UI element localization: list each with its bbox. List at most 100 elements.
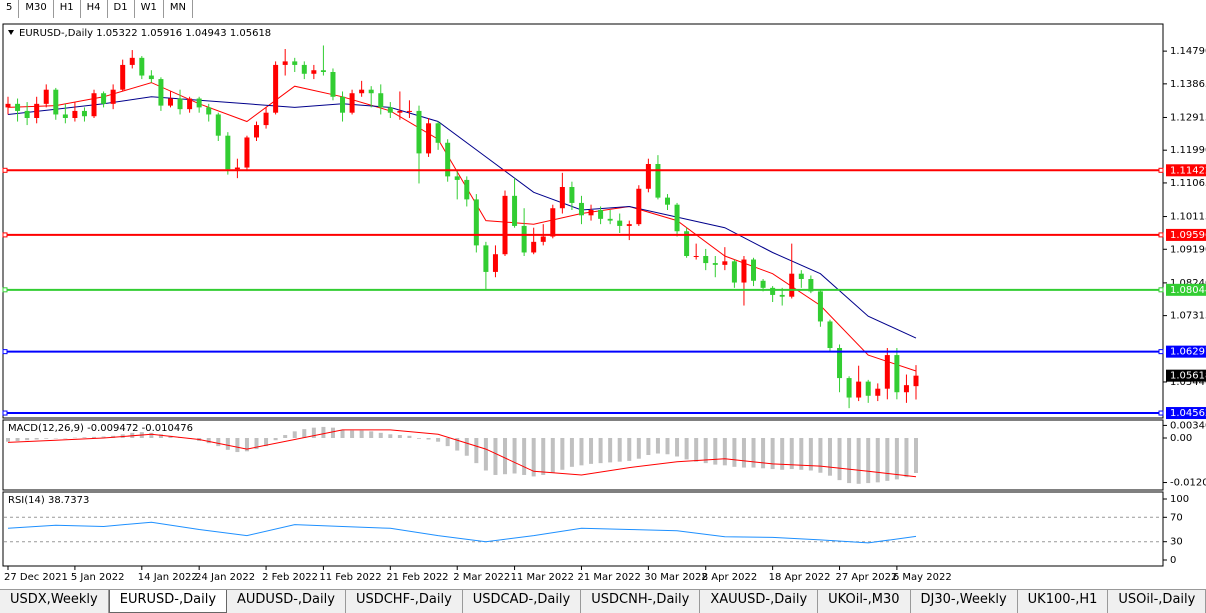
y-tick-label: 100 <box>1170 494 1189 505</box>
chart-tab[interactable]: USDCNH-,Daily <box>581 590 701 613</box>
candle-body <box>473 199 479 246</box>
y-tick-label: 1.07315 <box>1170 311 1206 322</box>
chart-tab[interactable]: USDCHF-,Daily <box>346 590 463 613</box>
chart-tab[interactable]: AUDUSD-,Daily <box>227 590 346 613</box>
candle-body <box>43 89 49 104</box>
candle-body <box>578 202 584 216</box>
candle-body <box>903 385 909 393</box>
chart-tab[interactable]: XAUUSD-,Daily <box>700 590 819 613</box>
x-tick-label: 24 Jan 2022 <box>195 572 255 583</box>
candle-body <box>426 123 432 154</box>
macd-bar <box>636 438 641 459</box>
macd-bar <box>369 431 374 438</box>
y-tick-label: 70 <box>1170 512 1183 523</box>
menu-arrow[interactable] <box>8 30 14 35</box>
candle-body <box>24 110 30 118</box>
candle-body <box>34 103 40 118</box>
candle-body <box>521 225 527 253</box>
macd-bar <box>732 438 737 467</box>
chart-tab[interactable]: USDX,Weekly <box>0 590 109 613</box>
macd-bar <box>436 438 441 442</box>
candle-body <box>81 110 87 117</box>
macd-bar <box>837 438 842 481</box>
candle-body <box>751 259 757 281</box>
candle-body <box>158 79 164 106</box>
candle-body <box>684 231 690 256</box>
macd-bar <box>321 426 326 438</box>
macd-bar <box>474 438 479 464</box>
timeframe-button[interactable]: 5 <box>0 0 20 18</box>
macd-bar <box>216 438 221 447</box>
y-tick-label: 1.10115 <box>1170 212 1206 223</box>
candle-body <box>187 98 193 110</box>
timeframe-button[interactable]: H1 <box>54 0 81 18</box>
candle-body <box>837 348 843 379</box>
timeframe-button[interactable]: M30 <box>19 0 54 18</box>
macd-bar <box>254 438 259 450</box>
candle-body <box>492 254 498 272</box>
candle-body <box>884 355 890 389</box>
macd-bar <box>72 437 77 439</box>
y-tick-label: 1.11990 <box>1170 145 1206 156</box>
chart-tab[interactable]: USOil-,Daily <box>1108 590 1206 613</box>
timeframe-button[interactable]: H4 <box>81 0 108 18</box>
candle-body <box>454 176 460 180</box>
macd-bar <box>302 429 307 438</box>
chart-tab[interactable]: UKOil-,M30 <box>818 590 911 613</box>
chart-tab[interactable]: DJ30-,Weekly <box>911 590 1018 613</box>
macd-bar <box>522 438 527 475</box>
level-label: 1.08044 <box>1170 285 1206 296</box>
macd-bar <box>569 438 574 467</box>
timeframe-button[interactable]: MN <box>164 0 193 18</box>
macd-bar <box>589 438 594 464</box>
y-tick-label: 1.05440 <box>1170 377 1206 388</box>
chart-tab[interactable]: UK100-,H1 <box>1018 590 1109 613</box>
candle-body <box>91 93 97 117</box>
y-tick-label: 1.09190 <box>1170 244 1206 255</box>
candle-body <box>359 89 365 94</box>
candle-body <box>636 188 642 225</box>
level-label-box <box>1166 283 1206 296</box>
chart-tab[interactable]: USDCAD-,Daily <box>463 590 582 613</box>
candle-body <box>645 164 651 189</box>
timeframe-button[interactable]: W1 <box>135 0 164 18</box>
candle-body <box>817 291 823 322</box>
level-handle <box>1158 232 1164 238</box>
timeframe-button[interactable]: D1 <box>108 0 135 18</box>
candle-body <box>397 110 403 113</box>
y-tick-label: 1.12915 <box>1170 112 1206 123</box>
macd-bar <box>464 438 469 456</box>
macd-bar <box>847 438 852 484</box>
level-label: 1.11422 <box>1170 165 1206 176</box>
macd-bar <box>675 438 680 457</box>
candle-body <box>674 204 680 232</box>
y-tick-label: 1.11065 <box>1170 178 1206 189</box>
candle-body <box>607 218 613 221</box>
candle-body <box>875 388 881 396</box>
candle-body <box>320 70 326 72</box>
candle-body <box>617 220 623 226</box>
macd-bar <box>646 438 651 455</box>
macd-bar <box>713 438 718 465</box>
candle-body <box>139 57 145 76</box>
macd-bar <box>34 438 39 440</box>
candle-body <box>846 378 852 398</box>
macd-bar <box>426 438 431 440</box>
x-tick-label: 18 Apr 2022 <box>769 572 831 583</box>
macd-bar <box>25 438 30 441</box>
candle-body <box>598 210 604 219</box>
candle-body <box>206 107 212 115</box>
macd-bar <box>44 438 49 439</box>
candle-body <box>53 89 59 115</box>
macd-bar <box>722 438 727 466</box>
candle-body <box>378 93 384 108</box>
candle-body <box>273 64 279 113</box>
candle-body <box>569 187 575 203</box>
chart-tab[interactable]: EURUSD-,Daily <box>108 590 228 613</box>
macd-bar <box>15 438 20 441</box>
y-tick-label: 0.003406 <box>1170 420 1206 431</box>
macd-bar <box>799 438 804 470</box>
x-tick-label: 27 Apr 2022 <box>836 572 898 583</box>
level-handle <box>2 167 8 173</box>
